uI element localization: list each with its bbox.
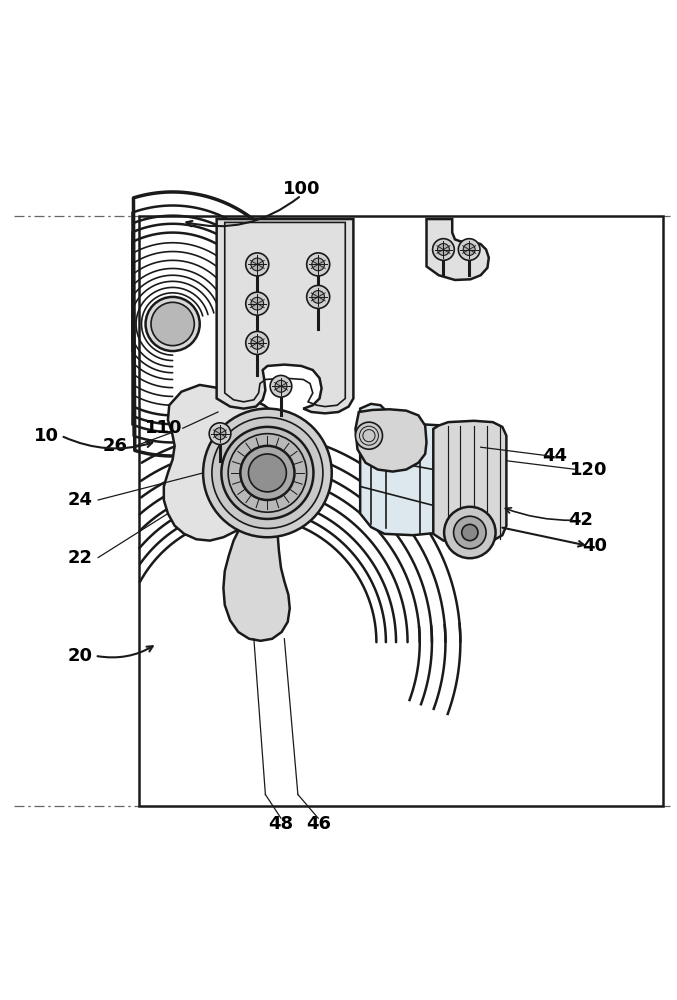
Polygon shape [427, 219, 489, 280]
Circle shape [240, 446, 294, 500]
Text: 42: 42 [569, 511, 593, 529]
Text: 120: 120 [570, 461, 608, 479]
Polygon shape [223, 522, 290, 641]
Text: 110: 110 [145, 419, 183, 437]
Polygon shape [217, 219, 353, 413]
Circle shape [228, 434, 307, 512]
Circle shape [312, 258, 324, 271]
Circle shape [146, 297, 200, 351]
Circle shape [307, 285, 330, 308]
Polygon shape [355, 409, 427, 472]
Text: 26: 26 [103, 437, 127, 455]
Bar [139, 216, 663, 806]
Circle shape [251, 337, 263, 349]
Circle shape [458, 239, 480, 260]
Circle shape [444, 507, 496, 558]
Circle shape [270, 375, 292, 397]
Polygon shape [433, 421, 506, 542]
Circle shape [312, 291, 324, 303]
Polygon shape [360, 404, 489, 535]
Circle shape [251, 258, 263, 271]
Circle shape [246, 331, 269, 354]
Text: 22: 22 [68, 549, 92, 567]
Circle shape [246, 292, 269, 315]
Circle shape [151, 302, 194, 346]
Circle shape [248, 454, 286, 492]
Polygon shape [164, 385, 284, 541]
Circle shape [275, 380, 287, 392]
Text: 44: 44 [543, 447, 567, 465]
Circle shape [355, 422, 383, 449]
Circle shape [463, 244, 475, 255]
Text: 10: 10 [34, 427, 58, 445]
Text: 48: 48 [268, 815, 294, 833]
Text: 24: 24 [68, 491, 92, 509]
Text: 40: 40 [582, 537, 607, 555]
Circle shape [246, 253, 269, 276]
Text: 100: 100 [282, 180, 320, 198]
Circle shape [307, 253, 330, 276]
Circle shape [214, 428, 226, 440]
Circle shape [454, 516, 486, 549]
Text: 20: 20 [68, 647, 92, 665]
Circle shape [203, 409, 332, 537]
Circle shape [251, 297, 263, 310]
Circle shape [221, 427, 313, 519]
Circle shape [462, 524, 478, 541]
Text: 46: 46 [306, 815, 330, 833]
Circle shape [437, 244, 450, 255]
Circle shape [433, 239, 454, 260]
Circle shape [209, 423, 231, 444]
Circle shape [212, 417, 323, 528]
